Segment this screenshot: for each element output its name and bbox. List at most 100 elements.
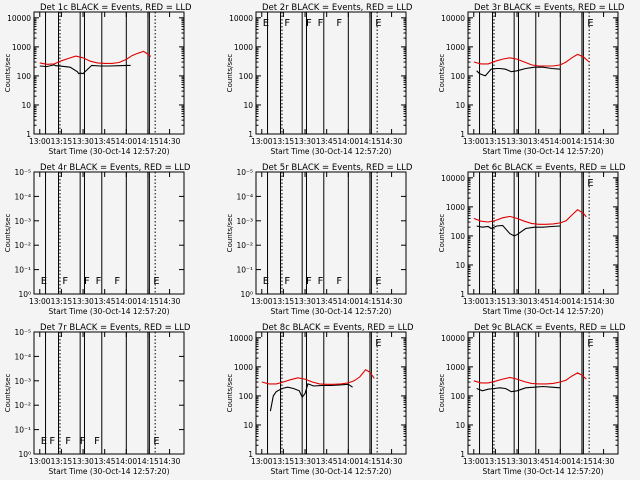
- flag-letter: E: [153, 276, 159, 287]
- flag-letter: E: [153, 436, 159, 447]
- chart-panel-5: Det 5r BLACK = Events, RED = LLD 10⁰ 10⁻¹ 1…: [226, 163, 413, 316]
- x-tick-label: 13:00: [251, 457, 273, 466]
- y-tick-label: 10⁻³: [14, 217, 31, 226]
- flag-letter: E: [375, 18, 381, 29]
- x-tick-label: 13:15: [273, 137, 295, 146]
- flag-letter: E: [375, 276, 381, 287]
- plot-frame: [467, 171, 619, 295]
- x-tick-label: 13:00: [463, 457, 485, 466]
- x-tick-label: 13:15: [485, 457, 507, 466]
- x-tick-label: 13:45: [94, 457, 116, 466]
- chart-title: Det 8c BLACK = Events, RED = LLD: [262, 323, 414, 333]
- x-tick-label: 14:00: [115, 297, 137, 306]
- x-tick-label: 13:30: [506, 457, 528, 466]
- y-tick-label: 10⁰: [18, 450, 31, 459]
- events-series-line: [476, 385, 561, 393]
- x-tick-label: 13:00: [463, 297, 485, 306]
- x-tick-label: 14:30: [159, 297, 181, 306]
- y-tick-label: 10⁰: [18, 290, 31, 299]
- plot-frame: [255, 331, 407, 455]
- flag-letter: F: [318, 276, 324, 287]
- x-tick-label: 14:30: [593, 137, 615, 146]
- flag-letter: F: [80, 436, 86, 447]
- x-tick-label: 13:00: [29, 137, 51, 146]
- x-tick-label: 14:15: [571, 137, 593, 146]
- events-series-line: [476, 224, 561, 237]
- plot-frame: [467, 11, 619, 135]
- x-tick-label: 14:00: [337, 457, 359, 466]
- y-axis-label: Counts/sec: [4, 214, 12, 253]
- lld-series-line: [261, 368, 375, 385]
- x-tick-label: 13:00: [251, 137, 273, 146]
- flag-letter: F: [306, 276, 312, 287]
- x-tick-label: 13:30: [72, 137, 94, 146]
- x-tick-label: 13:00: [29, 297, 51, 306]
- flag-letter: F: [84, 276, 90, 287]
- x-tick-label: 14:30: [381, 137, 403, 146]
- x-tick-label: 13:30: [72, 457, 94, 466]
- x-tick-label: 13:30: [72, 297, 94, 306]
- chart-panel-3: Det 3r BLACK = Events, RED = LLD 1 10 100 10…: [438, 3, 625, 156]
- x-tick-label: 13:00: [251, 297, 273, 306]
- events-series-line: [269, 383, 353, 412]
- chart-panel-6: Det 6c BLACK = Events, RED = LLD 1 10 100 10…: [438, 163, 626, 316]
- y-tick-label: 10: [455, 101, 465, 110]
- y-tick-label: 10⁻⁴: [14, 352, 31, 361]
- chart-title: Det 7r BLACK = Events, RED = LLD: [40, 323, 191, 333]
- x-axis-label: Start Time (30-Oct-14 12:57:20): [482, 147, 603, 156]
- y-tick-label: 10⁻¹: [236, 266, 253, 275]
- x-tick-label: 13:00: [463, 137, 485, 146]
- flag-letter: F: [94, 436, 100, 447]
- flag-letter: E: [41, 436, 47, 447]
- flag-letter: F: [336, 276, 342, 287]
- flag-letter: E: [263, 18, 269, 29]
- chart-panel-2: Det 2r BLACK = Events, RED = LLD 1 10 100 10…: [226, 3, 413, 156]
- y-tick-label: 1000: [446, 203, 465, 212]
- events-series-line: [476, 66, 561, 77]
- y-tick-label: 10⁻⁵: [14, 168, 31, 177]
- x-tick-label: 13:45: [528, 297, 550, 306]
- x-tick-label: 14:00: [337, 137, 359, 146]
- y-tick-label: 100: [239, 392, 254, 401]
- y-axis-label: Counts/sec: [226, 54, 234, 93]
- x-tick-label: 13:15: [273, 457, 295, 466]
- x-tick-label: 13:15: [273, 297, 295, 306]
- flag-letter: E: [587, 338, 593, 349]
- x-tick-label: 13:30: [294, 297, 316, 306]
- y-tick-label: 1000: [234, 43, 253, 52]
- x-tick-label: 13:15: [51, 457, 73, 466]
- chart-title: Det 1c BLACK = Events, RED = LLD: [40, 3, 192, 13]
- y-tick-label: 1: [26, 130, 31, 139]
- x-tick-label: 14:00: [115, 137, 137, 146]
- x-tick-label: 13:15: [51, 297, 73, 306]
- x-tick-label: 14:15: [359, 137, 381, 146]
- x-axis-label: Start Time (30-Oct-14 12:57:20): [48, 147, 169, 156]
- x-tick-label: 13:30: [294, 137, 316, 146]
- y-tick-label: 100: [451, 392, 466, 401]
- y-axis-label: Counts/sec: [4, 54, 12, 93]
- y-tick-label: 1: [460, 290, 465, 299]
- flag-letter: F: [49, 436, 55, 447]
- x-tick-label: 14:00: [549, 297, 571, 306]
- x-axis-label: Start Time (30-Oct-14 12:57:20): [270, 307, 391, 316]
- chart-title: Det 2r BLACK = Events, RED = LLD: [262, 3, 413, 13]
- y-tick-label: 10: [243, 101, 253, 110]
- flag-letter: F: [65, 436, 71, 447]
- chart-panel-8: Det 8c BLACK = Events, RED = LLD 1 10 100 10…: [226, 323, 414, 476]
- flag-letter: E: [587, 18, 593, 29]
- plot-frame: [33, 331, 185, 455]
- chart-panel-9: Det 9c BLACK = Events, RED = LLD 1 10 100 10…: [438, 323, 626, 476]
- lld-series-line: [39, 50, 152, 65]
- x-tick-label: 14:15: [571, 457, 593, 466]
- x-tick-label: 13:15: [485, 297, 507, 306]
- x-tick-label: 13:00: [29, 457, 51, 466]
- x-tick-label: 14:30: [593, 297, 615, 306]
- flag-letter: E: [41, 276, 47, 287]
- flag-letter: E: [263, 276, 269, 287]
- flag-letter: F: [306, 18, 312, 29]
- plot-frame: [33, 171, 185, 295]
- plot-frame: [467, 331, 619, 455]
- x-tick-label: 14:15: [137, 137, 159, 146]
